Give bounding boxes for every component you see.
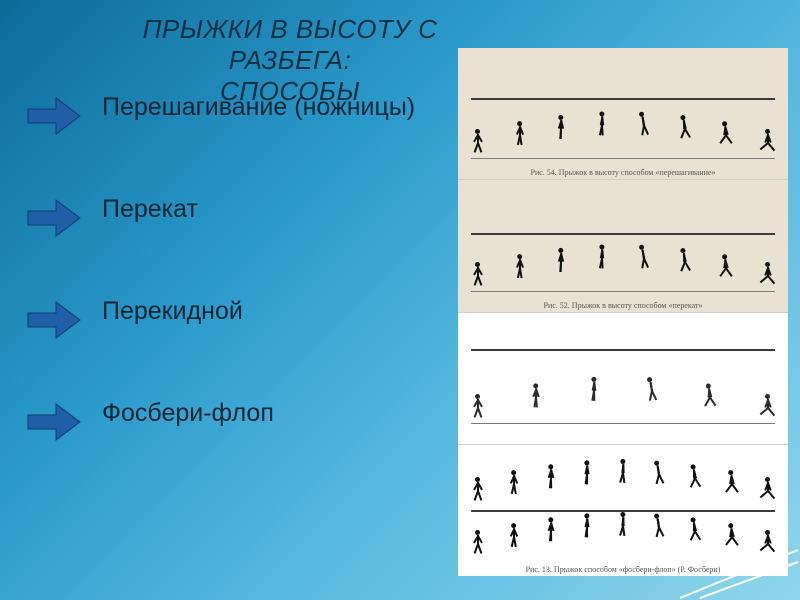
figure-silhouette — [634, 111, 653, 141]
figure-silhouette — [687, 517, 704, 547]
figure-silhouette — [724, 470, 740, 499]
figure-silhouette — [529, 383, 544, 411]
slide: ПРЫЖКИ В ВЫСОТУ С РАЗБЕГА: СПОСОБЫ Переш… — [0, 0, 800, 600]
high-jump-bar — [471, 233, 775, 235]
high-jump-bar — [471, 98, 775, 100]
sequence-row — [471, 477, 775, 505]
figure-silhouette — [554, 115, 569, 143]
sequence-row — [471, 530, 775, 558]
figure-silhouette — [761, 530, 775, 558]
sequence-row — [471, 129, 775, 157]
figure-silhouette — [595, 111, 610, 139]
figure-silhouette — [595, 244, 610, 272]
figure-silhouette — [616, 512, 631, 540]
arrow-icon — [26, 198, 82, 238]
sequence-row — [471, 394, 775, 422]
figure-silhouette — [579, 513, 594, 541]
ground-line — [471, 158, 775, 159]
figure-silhouette — [471, 394, 485, 422]
bullet-label: Перекидной — [102, 296, 243, 327]
figure-silhouette — [471, 262, 485, 290]
technique-figure: Рис. 54. Прыжок в высоту способом «переш… — [458, 48, 788, 179]
bullet-item: Перекидной — [26, 296, 416, 340]
figure-silhouette — [587, 376, 602, 404]
figure-caption: Рис. 13. Прыжок способом «фосбери-флоп» … — [458, 565, 788, 574]
bullet-label: Перешагивание (ножницы) — [102, 92, 415, 123]
high-jump-bar — [471, 349, 775, 351]
ground-line — [471, 291, 775, 292]
ground-line — [471, 423, 775, 424]
figure-silhouette — [634, 243, 653, 273]
figure-silhouette — [512, 254, 526, 282]
figure-silhouette — [554, 247, 569, 275]
bullet-list: Перешагивание (ножницы) Перекат Перекидной… — [26, 92, 416, 500]
figure-silhouette — [718, 121, 734, 150]
bullet-label: Фосбери-флоп — [102, 398, 274, 429]
arrow-icon — [26, 96, 82, 136]
figure-silhouette — [761, 262, 775, 290]
title-line-1: ПРЫЖКИ В ВЫСОТУ С РАЗБЕГА: — [143, 14, 438, 75]
figure-silhouette — [471, 129, 485, 157]
sequence-row — [471, 262, 775, 290]
figures-column: Рис. 54. Прыжок в высоту способом «переш… — [458, 48, 788, 576]
figure-silhouette — [579, 460, 594, 488]
technique-figure: Рис. 52. Прыжок в высоту способом «перек… — [458, 179, 788, 311]
figure-silhouette — [543, 464, 558, 492]
bullet-label: Перекат — [102, 194, 198, 225]
figure-caption: Рис. 52. Прыжок в высоту способом «перек… — [458, 301, 788, 310]
bullet-item: Перешагивание (ножницы) — [26, 92, 416, 136]
figure-silhouette — [471, 530, 485, 558]
technique-figure — [458, 312, 788, 444]
figure-silhouette — [718, 253, 734, 282]
technique-figure: Рис. 13. Прыжок способом «фосбери-флоп» … — [458, 444, 788, 576]
figure-silhouette — [676, 247, 694, 277]
figure-silhouette — [650, 512, 668, 542]
arrow-icon — [26, 300, 82, 340]
arrow-icon — [26, 402, 82, 442]
figure-silhouette — [701, 383, 718, 412]
figure-silhouette — [676, 114, 694, 144]
figure-silhouette — [471, 477, 485, 505]
figure-silhouette — [543, 517, 558, 545]
figure-silhouette — [512, 121, 526, 149]
figure-silhouette — [687, 464, 704, 494]
figure-silhouette — [616, 459, 631, 487]
figure-silhouette — [761, 394, 775, 422]
figure-silhouette — [724, 523, 740, 552]
bullet-item: Фосбери-флоп — [26, 398, 416, 442]
figure-caption: Рис. 54. Прыжок в высоту способом «переш… — [458, 168, 788, 177]
figure-silhouette — [643, 376, 661, 406]
figure-silhouette — [761, 129, 775, 157]
bullet-item: Перекат — [26, 194, 416, 238]
figure-silhouette — [507, 523, 521, 551]
figure-silhouette — [507, 470, 521, 498]
figure-silhouette — [761, 477, 775, 505]
figure-silhouette — [650, 460, 668, 490]
